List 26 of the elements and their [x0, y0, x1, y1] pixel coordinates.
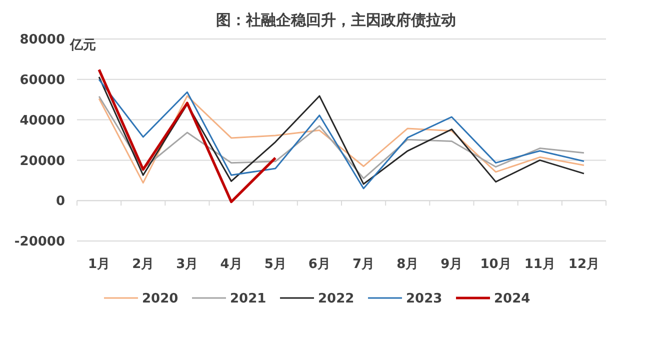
legend-label: 2021 [230, 292, 266, 307]
legend-label: 2024 [494, 292, 530, 307]
legend-label: 2020 [142, 292, 178, 307]
y-axis-title: 亿元 [69, 38, 96, 53]
x-tick-label: 2月 [132, 257, 154, 272]
x-tick-label: 1月 [88, 257, 110, 272]
x-tick-label: 12月 [568, 257, 600, 272]
y-tick-label: 20000 [20, 154, 65, 169]
y-tick-label: 0 [56, 194, 65, 210]
line-series [98, 68, 277, 204]
x-tick-label: 11月 [524, 257, 556, 272]
x-tick-label: 7月 [352, 257, 375, 272]
x-tick-label: 8月 [396, 257, 419, 272]
legend-label: 2022 [318, 292, 354, 307]
x-tick-label: 4月 [220, 257, 242, 272]
x-tick-label: 5月 [264, 257, 286, 272]
chart-title: 图：社融企稳回升，主因政府债拉动 [216, 11, 456, 29]
y-tick-label: -20000 [14, 234, 65, 250]
x-tick-label: 10月 [480, 257, 512, 272]
y-tick-label: 40000 [20, 113, 65, 128]
y-tick-label: 60000 [20, 72, 65, 88]
legend-label: 2023 [406, 292, 442, 307]
x-tick-label: 3月 [176, 257, 198, 272]
x-tick-label: 6月 [308, 257, 330, 272]
y-tick-label: 80000 [20, 32, 65, 48]
x-tick-label: 9月 [440, 257, 463, 272]
